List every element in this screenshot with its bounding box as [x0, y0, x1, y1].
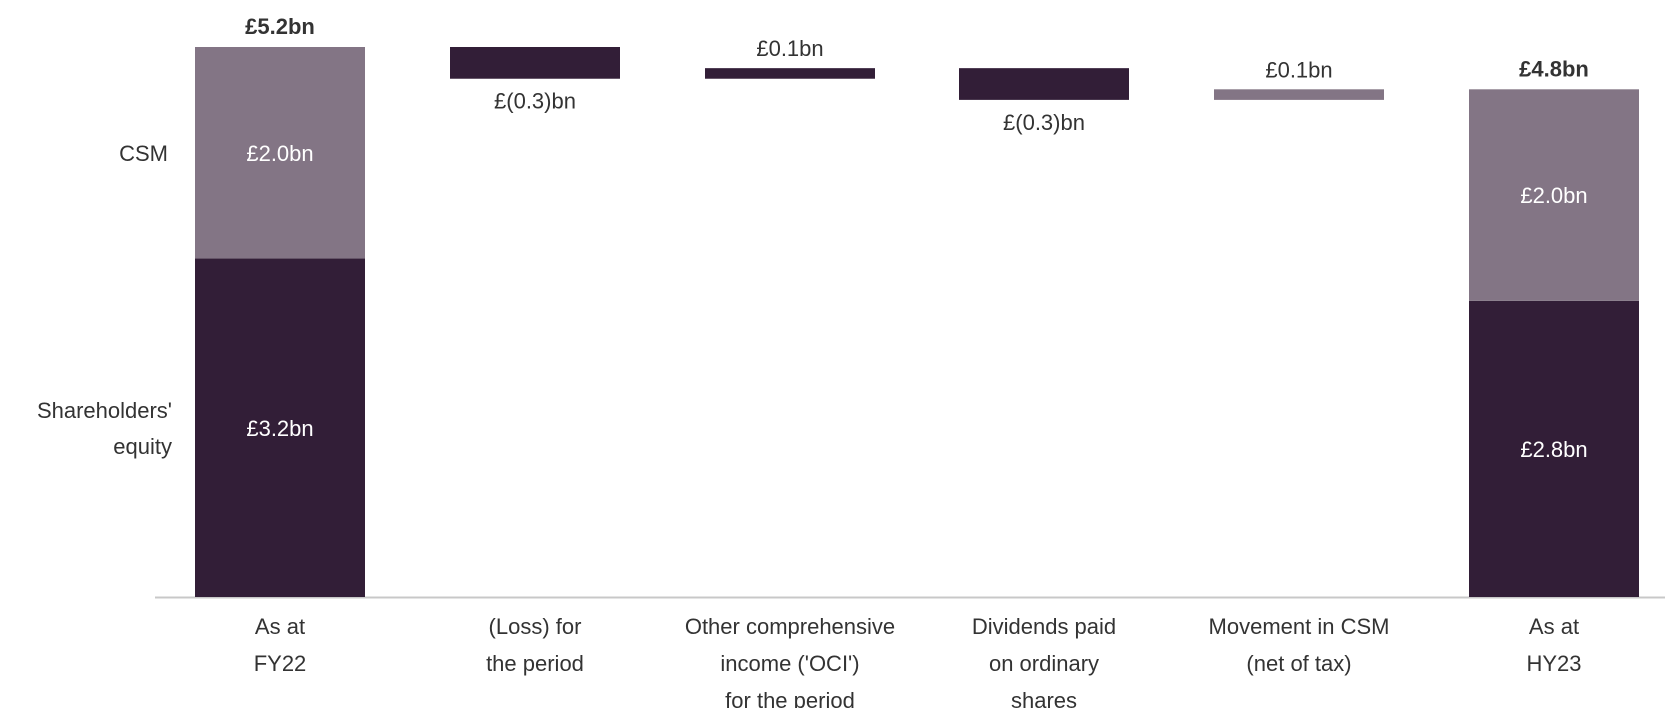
row-label-equity: equity	[113, 434, 172, 459]
bar-1-equity-label: £3.2bn	[246, 416, 313, 441]
bar-2-delta	[450, 47, 620, 79]
category-label: (net of tax)	[1246, 651, 1351, 676]
bar-6-equity-label: £2.8bn	[1520, 437, 1587, 462]
bar-1-csm-segment	[195, 47, 365, 259]
category-label: income ('OCI')	[720, 651, 859, 676]
bar-3-value-label: £0.1bn	[756, 36, 823, 61]
row-label-csm: CSM	[119, 141, 168, 166]
category-label: As at	[1529, 614, 1579, 639]
bar-6-csm-segment	[1469, 89, 1639, 301]
bar-1-total-label: £5.2bn	[245, 14, 315, 39]
category-label: As at	[255, 614, 305, 639]
bar-1-csm-label: £2.0bn	[246, 141, 313, 166]
bar-1-equity-segment	[195, 258, 365, 597]
category-label: the period	[486, 651, 584, 676]
bar-2-value-label: £(0.3)bn	[494, 89, 576, 114]
bar-5-delta	[1214, 89, 1384, 100]
bar-6-total-label: £4.8bn	[1519, 56, 1589, 81]
bar-6-csm-label: £2.0bn	[1520, 183, 1587, 208]
category-label: on ordinary	[989, 651, 1099, 676]
bar-4-value-label: £(0.3)bn	[1003, 110, 1085, 135]
bar-5-value-label: £0.1bn	[1265, 57, 1332, 82]
category-label: shares	[1011, 688, 1077, 708]
category-label: (Loss) for	[489, 614, 582, 639]
category-label: for the period	[725, 688, 855, 708]
category-label: HY23	[1526, 651, 1581, 676]
category-label: Movement in CSM	[1209, 614, 1390, 639]
row-label-equity: Shareholders'	[37, 398, 172, 423]
category-label: Other comprehensive	[685, 614, 895, 639]
bar-3-delta	[705, 68, 875, 79]
category-label: FY22	[254, 651, 307, 676]
bar-4-delta	[959, 68, 1129, 100]
category-label: Dividends paid	[972, 614, 1116, 639]
bar-6-equity-segment	[1469, 300, 1639, 597]
